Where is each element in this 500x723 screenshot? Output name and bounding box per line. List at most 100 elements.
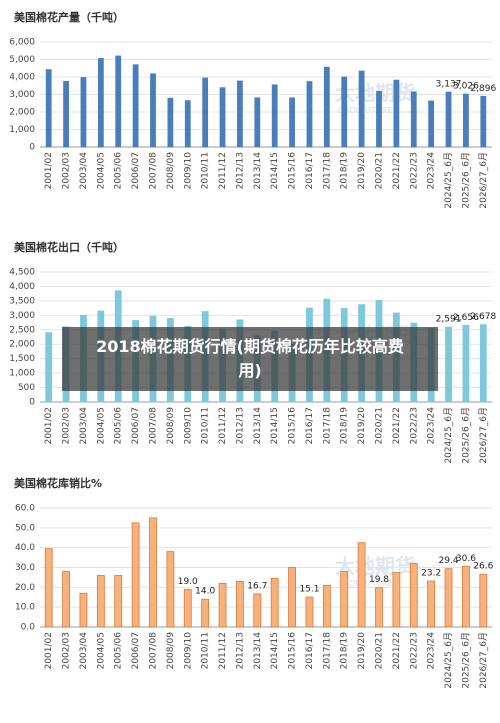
bar xyxy=(462,565,470,628)
x-tick-label: 2003/04 xyxy=(79,152,89,190)
y-tick-label: 3,500 xyxy=(9,296,35,306)
value-label: 19.8 xyxy=(369,575,389,585)
x-tick-label: 2025/26_6月 xyxy=(460,632,471,689)
x-tick-label: 2001/02 xyxy=(44,407,54,444)
bar xyxy=(463,93,469,148)
bar xyxy=(376,90,382,148)
x-tick-label: 2005/06 xyxy=(114,632,124,670)
x-tick-label: 2025/26_6月 xyxy=(460,407,471,464)
x-tick-label: 2020/21 xyxy=(375,407,385,444)
x-tick-label: 2022/23 xyxy=(409,152,419,189)
x-tick-label: 2011/12 xyxy=(218,152,228,189)
x-tick-label: 2014/15 xyxy=(270,407,280,444)
bar xyxy=(219,87,226,148)
y-tick-label: 0.0 xyxy=(21,623,36,633)
x-tick-label: 2014/15 xyxy=(270,152,280,189)
x-tick-label: 2020/21 xyxy=(375,632,385,669)
bar xyxy=(167,97,174,148)
bar xyxy=(289,97,295,148)
x-tick-label: 2008/09 xyxy=(166,407,176,445)
bar xyxy=(322,584,331,628)
bar xyxy=(444,568,453,628)
bar xyxy=(236,580,244,628)
x-tick-label: 2024/25_6月 xyxy=(443,632,454,689)
y-tick-label: 2,000 xyxy=(9,340,35,350)
watermark-sub: DADI FUTURES xyxy=(338,106,397,115)
value-label: 3,137 xyxy=(436,80,462,90)
y-tick-label: 50.0 xyxy=(15,523,35,533)
bar xyxy=(479,324,487,403)
x-tick-label: 2015/16 xyxy=(288,632,298,670)
bar xyxy=(183,588,192,628)
bar xyxy=(97,58,104,148)
value-label: 2,678 xyxy=(470,312,496,322)
bar xyxy=(115,55,122,148)
x-tick-label: 2010/11 xyxy=(201,632,211,669)
y-tick-label: 500 xyxy=(18,383,35,393)
bar xyxy=(393,79,400,148)
bar xyxy=(271,84,278,148)
bar xyxy=(340,571,349,628)
x-tick-label: 2021/22 xyxy=(392,407,402,444)
x-tick-label: 2007/08 xyxy=(149,407,159,445)
x-tick-label: 2017/18 xyxy=(322,632,332,670)
x-tick-label: 2009/10 xyxy=(183,407,193,445)
bar xyxy=(184,100,191,148)
x-tick-label: 2014/15 xyxy=(270,632,280,669)
bar xyxy=(237,80,243,148)
y-tick-label: 3,000 xyxy=(9,90,35,100)
y-tick-label: 40.0 xyxy=(15,543,35,553)
y-tick-label: 2,500 xyxy=(9,325,35,335)
x-tick-label: 2025/26_6月 xyxy=(460,152,471,209)
x-tick-label: 2024/25_6月 xyxy=(443,407,454,464)
bar xyxy=(45,332,53,403)
value-label: 16.7 xyxy=(247,581,267,591)
x-tick-label: 2004/05 xyxy=(96,632,106,669)
bar xyxy=(479,573,488,628)
y-tick-label: 1,000 xyxy=(9,369,35,379)
bar xyxy=(480,95,487,148)
x-tick-label: 2002/03 xyxy=(62,152,72,189)
y-tick-label: 5,000 xyxy=(9,55,35,65)
x-tick-label: 2019/20 xyxy=(357,632,367,670)
value-label: 15.1 xyxy=(299,585,319,595)
x-tick-label: 2007/08 xyxy=(149,632,159,670)
y-tick-label: 6,000 xyxy=(9,38,35,48)
x-tick-label: 2021/22 xyxy=(392,632,402,669)
y-tick-label: 1,500 xyxy=(9,354,35,364)
x-tick-label: 2003/04 xyxy=(79,632,89,670)
x-tick-label: 2004/05 xyxy=(96,407,106,444)
y-tick-label: 0 xyxy=(29,398,35,408)
x-tick-label: 2017/18 xyxy=(322,152,332,190)
bar xyxy=(62,571,70,628)
bar xyxy=(131,522,140,628)
y-tick-label: 10.0 xyxy=(15,603,35,613)
x-tick-label: 2020/21 xyxy=(375,152,385,189)
x-tick-label: 2019/20 xyxy=(357,152,367,190)
x-tick-label: 2001/02 xyxy=(44,632,54,669)
bar xyxy=(149,517,157,628)
bar xyxy=(132,64,139,148)
bar xyxy=(323,66,330,148)
chart-title: 美国棉花库销比% xyxy=(14,476,102,490)
x-tick-label: 2006/07 xyxy=(131,407,141,444)
x-tick-label: 2023/24 xyxy=(427,632,437,670)
x-tick-label: 2022/23 xyxy=(409,632,419,669)
bar xyxy=(79,592,88,628)
value-label: 29.4 xyxy=(439,556,459,566)
value-label: 2,591 xyxy=(436,315,462,325)
x-tick-label: 2008/09 xyxy=(166,632,176,670)
bar xyxy=(166,551,175,628)
bar xyxy=(357,542,366,628)
x-tick-label: 2026/27_6月 xyxy=(478,407,489,464)
bar xyxy=(305,596,314,628)
bar xyxy=(254,97,261,148)
x-tick-label: 2016/17 xyxy=(305,152,315,189)
bar xyxy=(218,582,227,628)
bar xyxy=(428,100,435,148)
bar xyxy=(80,77,87,148)
bar xyxy=(45,69,52,148)
x-tick-label: 2018/19 xyxy=(340,632,350,670)
bar xyxy=(462,324,470,403)
